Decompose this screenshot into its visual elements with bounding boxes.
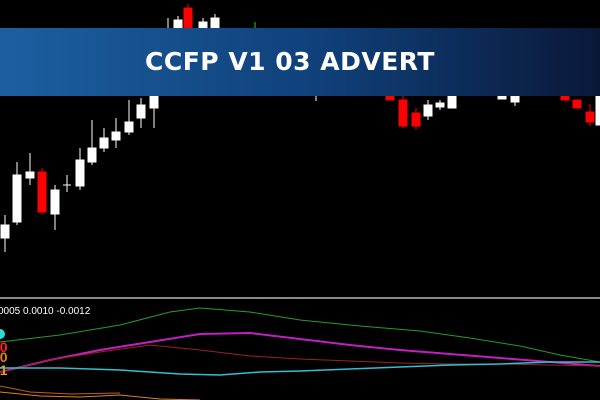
side-label: 00 xyxy=(0,349,8,365)
indicator-marker xyxy=(0,329,5,339)
candles xyxy=(0,4,600,252)
side-label: 00 xyxy=(0,339,8,355)
indicator-lines xyxy=(0,307,600,400)
banner xyxy=(0,28,600,96)
banner-title: CCFP V1 03 ADVERT xyxy=(145,47,435,76)
indicator-header: 0005 0.0010 -0.0012 xyxy=(0,306,91,317)
side-label: 01 xyxy=(0,362,8,378)
